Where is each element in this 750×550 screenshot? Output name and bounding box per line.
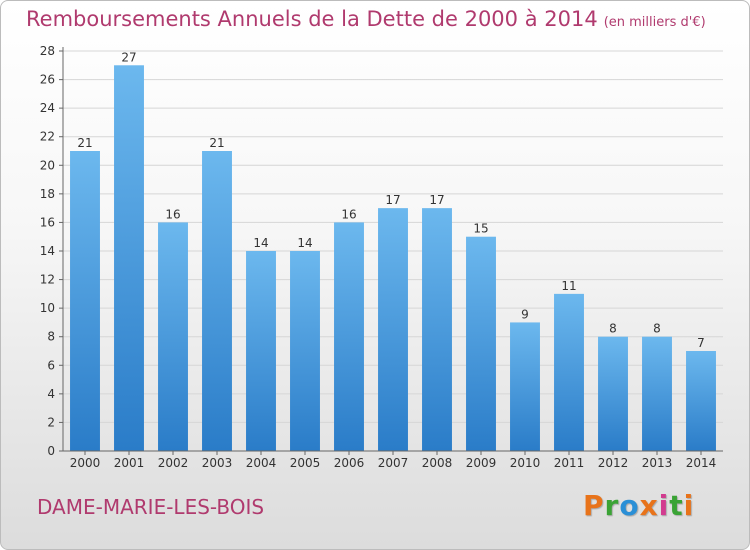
logo-letter: t	[669, 489, 684, 522]
bar	[466, 236, 496, 451]
y-tick-label: 2	[47, 415, 55, 429]
chart-unit: (en milliers d'€)	[603, 15, 706, 30]
y-tick-label: 6	[47, 358, 55, 372]
y-tick-label: 16	[40, 215, 55, 229]
y-tick-label: 14	[40, 244, 55, 258]
y-tick-label: 20	[40, 158, 55, 172]
x-tick-label: 2001	[114, 456, 145, 470]
y-tick-label: 8	[47, 330, 55, 344]
data-label: 8	[609, 322, 617, 336]
x-tick-label: 2013	[642, 456, 673, 470]
labels: 0246810121416182022242628212000272001162…	[40, 44, 717, 470]
logo-letter: r	[604, 489, 620, 522]
y-tick-label: 12	[40, 273, 55, 287]
y-tick-label: 26	[40, 73, 55, 87]
x-tick-label: 2012	[598, 456, 629, 470]
data-label: 14	[253, 236, 268, 250]
x-tick-label: 2007	[378, 456, 409, 470]
x-tick-label: 2004	[246, 456, 277, 470]
bar	[158, 222, 188, 451]
logo-letter: o	[619, 489, 640, 522]
x-tick-label: 2005	[290, 456, 321, 470]
logo-letter: x	[639, 489, 659, 522]
data-label: 17	[429, 193, 444, 207]
logo-letter: i	[658, 489, 670, 522]
data-label: 21	[209, 136, 224, 150]
x-tick-label: 2010	[510, 456, 541, 470]
axes	[59, 47, 723, 455]
bar	[598, 336, 628, 451]
data-label: 11	[561, 279, 576, 293]
x-tick-label: 2014	[686, 456, 717, 470]
y-tick-label: 28	[40, 44, 55, 58]
bar	[246, 251, 276, 451]
data-label: 9	[521, 307, 529, 321]
chart-title: Remboursements Annuels de la Dette de 20…	[26, 7, 706, 31]
x-tick-label: 2003	[202, 456, 233, 470]
proxiti-logo[interactable]: Proxiti	[583, 489, 694, 522]
y-tick-label: 24	[40, 101, 55, 115]
data-label: 27	[121, 50, 136, 64]
data-label: 15	[473, 222, 488, 236]
bar	[290, 251, 320, 451]
x-tick-label: 2009	[466, 456, 497, 470]
chart-title-text: Remboursements Annuels de la Dette de 20…	[26, 7, 598, 31]
bar	[378, 208, 408, 451]
bar	[642, 336, 672, 451]
y-tick-label: 18	[40, 187, 55, 201]
bar	[334, 222, 364, 451]
data-label: 17	[385, 193, 400, 207]
logo-letter: i	[683, 489, 695, 522]
bar	[510, 322, 540, 451]
bar	[422, 208, 452, 451]
x-tick-label: 2002	[158, 456, 189, 470]
data-label: 14	[297, 236, 312, 250]
commune-name: DAME-MARIE-LES-BOIS	[37, 495, 265, 519]
data-label: 16	[341, 207, 356, 221]
x-tick-label: 2006	[334, 456, 365, 470]
y-tick-label: 0	[47, 444, 55, 458]
data-label: 16	[165, 207, 180, 221]
x-tick-label: 2011	[554, 456, 585, 470]
y-tick-label: 10	[40, 301, 55, 315]
logo-letter: P	[583, 489, 605, 522]
x-tick-label: 2000	[70, 456, 101, 470]
bars	[70, 65, 716, 452]
x-tick-label: 2008	[422, 456, 453, 470]
bar	[686, 351, 716, 451]
data-label: 21	[77, 136, 92, 150]
bar	[70, 151, 100, 451]
y-tick-label: 22	[40, 130, 55, 144]
y-tick-label: 4	[47, 387, 55, 401]
bar	[202, 151, 232, 451]
bar	[114, 65, 144, 452]
data-label: 7	[697, 336, 705, 350]
bar	[554, 293, 584, 451]
data-label: 8	[653, 322, 661, 336]
